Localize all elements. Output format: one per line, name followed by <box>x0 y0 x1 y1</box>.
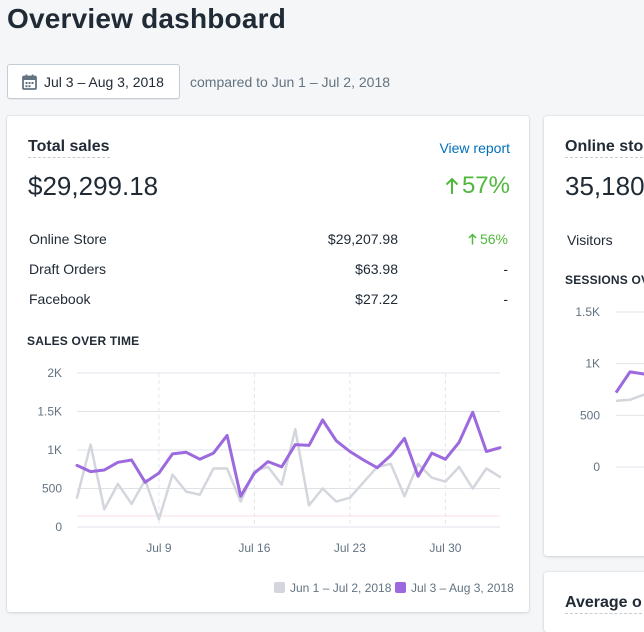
channel-change: - <box>503 291 508 307</box>
date-range-button[interactable]: Jul 3 – Aug 3, 2018 <box>7 64 180 99</box>
channel-change: - <box>503 261 508 277</box>
channel-amount: $63.98 <box>355 261 398 277</box>
channel-change-value: 56% <box>479 231 508 247</box>
channel-name: Online Store <box>29 231 107 247</box>
total-sales-change-value: 57% <box>461 172 510 199</box>
view-report-link[interactable]: View report <box>439 140 510 156</box>
date-range-label: Jul 3 – Aug 3, 2018 <box>44 73 164 90</box>
sessions-line-previous <box>615 393 644 403</box>
page-title: Overview dashboard <box>7 3 287 34</box>
y-tick-label: 1.5K <box>575 305 600 319</box>
breakdown-row: Draft Orders $63.98 - <box>29 261 508 281</box>
y-tick-label: 0 <box>55 520 62 534</box>
x-tick-label: Jul 23 <box>334 541 366 555</box>
average-order-card: Average o <box>544 572 644 632</box>
y-tick-label: 500 <box>42 482 62 496</box>
legend-swatch <box>274 582 285 593</box>
breakdown-row: Online Store $29,207.98 56% <box>29 231 508 251</box>
legend-label: Jun 1 – Jul 2, 2018 <box>290 581 392 595</box>
online-store-title[interactable]: Online sto <box>565 138 644 158</box>
y-tick-label: 500 <box>580 408 600 422</box>
y-tick-label: 1K <box>585 357 600 371</box>
legend-swatch <box>395 582 406 593</box>
x-tick-label: Jul 9 <box>146 541 172 555</box>
online-store-value: 35,180 <box>565 171 644 201</box>
legend-label: Jul 3 – Aug 3, 2018 <box>411 581 514 595</box>
channel-amount: $29,207.98 <box>327 231 398 247</box>
x-tick-label: Jul 16 <box>238 541 270 555</box>
channel-change: 56% <box>468 231 508 247</box>
calendar-icon <box>22 74 37 90</box>
channel-amount: $27.22 <box>355 291 398 307</box>
average-order-title[interactable]: Average o <box>565 594 642 614</box>
breakdown-row: Facebook $27.22 - <box>29 291 508 311</box>
total-sales-change: 57% <box>445 172 510 200</box>
y-tick-label: 1.5K <box>37 405 62 419</box>
y-tick-label: 1K <box>47 443 62 457</box>
sessions-over-time-label: SESSIONS OV <box>565 273 644 287</box>
sales-over-time-label: SALES OVER TIME <box>27 334 140 348</box>
online-store-sessions-card: Online sto 35,180 Visitors SESSIONS OV 1… <box>544 116 644 556</box>
x-tick-label: Jul 30 <box>429 541 461 555</box>
total-sales-card: Total sales View report $29,299.18 57% O… <box>7 116 529 612</box>
y-tick-label: 0 <box>593 460 600 474</box>
visitors-label: Visitors <box>567 232 613 248</box>
sessions-line-current <box>614 370 644 394</box>
y-tick-label: 2K <box>47 366 62 380</box>
arrow-up-icon <box>468 233 477 245</box>
total-sales-title[interactable]: Total sales <box>28 138 110 158</box>
comparison-text: compared to Jun 1 – Jul 2, 2018 <box>190 74 391 90</box>
sessions-over-time-chart: 1.5K 1K 500 0 <box>575 305 644 474</box>
channel-name: Facebook <box>29 291 91 307</box>
total-sales-value: $29,299.18 <box>28 171 159 201</box>
channel-name: Draft Orders <box>29 261 107 277</box>
series-line-current <box>75 410 502 498</box>
arrow-up-icon <box>445 177 459 194</box>
sales-over-time-chart: 2K 1.5K 1K 500 0 Jul 9 Jul 16 Jul 23 Jul 30 Jun 1… <box>37 366 514 595</box>
